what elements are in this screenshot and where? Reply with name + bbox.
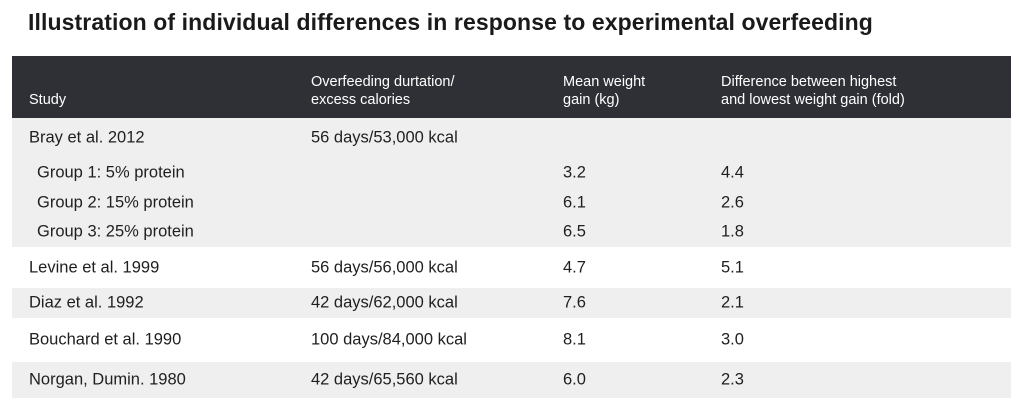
subgroup-cell: Group 3: 25% protein [37,222,194,241]
gain-cell: 3.2 [563,163,586,182]
gain-cell: 6.5 [563,222,586,241]
gain-cell: 8.1 [563,330,586,349]
duration-cell: 56 days/53,000 kcal [311,128,458,147]
table-row-group-bouchard: Bouchard et al. 1990 100 days/84,000 kca… [12,318,1011,362]
fold-cell: 2.3 [721,370,744,389]
duration-cell: 100 days/84,000 kcal [311,330,467,349]
page-title: Illustration of individual differences i… [28,9,873,35]
table-row: Diaz et al. 1992 42 days/62,000 kcal 7.6… [12,288,1011,318]
fold-cell: 2.1 [721,293,744,312]
study-cell: Norgan, Dumin. 1980 [29,370,186,389]
duration-cell: 42 days/62,000 kcal [311,293,458,312]
overfeeding-table: Study Overfeeding durtation/ excess calo… [12,56,1011,398]
table-row: Bray et al. 2012 56 days/53,000 kcal [12,118,1011,158]
study-cell: Diaz et al. 1992 [29,293,144,312]
table-row: Group 1: 5% protein 3.2 4.4 [12,158,1011,188]
subgroup-cell: Group 2: 15% protein [37,193,194,211]
study-cell: Bouchard et al. 1990 [29,330,182,349]
gain-cell: 4.7 [563,258,586,276]
gain-cell: 6.1 [563,193,586,211]
gain-cell: 7.6 [563,293,586,312]
table-row-group-diaz: Diaz et al. 1992 42 days/62,000 kcal 7.6… [12,288,1011,318]
study-cell: Levine et al. 1999 [29,258,160,276]
duration-cell: 42 days/65,560 kcal [311,370,458,389]
fold-cell: 4.4 [721,163,744,182]
gain-cell: 6.0 [563,370,586,389]
header-study: Study [29,92,67,108]
table-row-group-norgan: Norgan, Dumin. 1980 42 days/65,560 kcal … [12,362,1011,398]
fold-cell: 2.6 [721,193,744,211]
fold-cell: 3.0 [721,330,744,349]
table-row: Group 3: 25% protein 6.5 1.8 [12,217,1011,247]
header-fold-difference: Difference between highest and lowest we… [721,74,905,108]
table-row-group-levine: Levine et al. 1999 56 days/56,000 kcal 4… [12,247,1011,288]
header-duration: Overfeeding durtation/ excess calories [311,74,455,108]
duration-cell: 56 days/56,000 kcal [311,258,458,276]
table-row: Group 2: 15% protein 6.1 2.6 [12,188,1011,217]
header-mean-gain: Mean weight gain (kg) [563,74,646,108]
table-row-group-bray: Bray et al. 2012 56 days/53,000 kcal Gro… [12,118,1011,247]
table-row: Levine et al. 1999 56 days/56,000 kcal 4… [12,247,1011,288]
table-header: Study Overfeeding durtation/ excess calo… [12,56,1011,118]
table-row: Bouchard et al. 1990 100 days/84,000 kca… [12,318,1011,362]
subgroup-cell: Group 1: 5% protein [37,163,185,182]
fold-cell: 5.1 [721,258,744,276]
table-row: Norgan, Dumin. 1980 42 days/65,560 kcal … [12,362,1011,398]
study-cell: Bray et al. 2012 [29,128,145,147]
fold-cell: 1.8 [721,222,744,241]
